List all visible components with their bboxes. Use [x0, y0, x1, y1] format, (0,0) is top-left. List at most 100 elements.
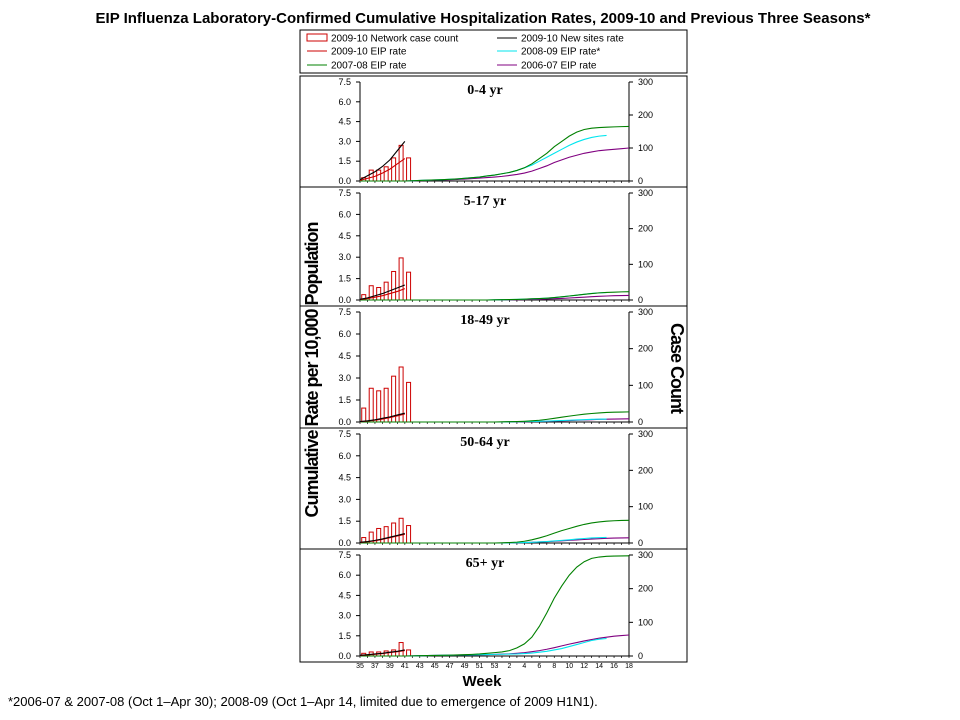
y-tick-label-left: 7.5 [338, 77, 351, 87]
y-tick-label-left: 4.5 [338, 473, 351, 483]
case-count-bar [391, 649, 397, 657]
y-tick-label-left: 1.5 [338, 274, 351, 284]
x-tick-label: 35 [356, 663, 364, 670]
x-tick-label: 37 [371, 663, 379, 670]
x-tick-label: 2 [507, 663, 511, 670]
y-tick-label-left: 6.0 [338, 570, 351, 580]
series-new-sites [359, 412, 405, 423]
legend-label: 2008-09 EIP rate* [521, 47, 600, 58]
legend-swatch-bar [306, 33, 328, 42]
y-tick-label-left: 4.5 [338, 117, 351, 127]
y-tick-label-left: 7.5 [338, 429, 351, 439]
y-tick-label-right: 0 [638, 651, 643, 661]
case-count-bar [406, 525, 412, 544]
y-tick-label-right: 300 [638, 429, 653, 439]
x-tick-label: 10 [565, 663, 573, 670]
panel-title: 5-17 yr [464, 194, 506, 209]
y-tick-label-right: 200 [638, 224, 653, 234]
x-tick-label: 39 [386, 663, 394, 670]
y-tick-label-left: 0.0 [338, 538, 351, 548]
footnote: *2006-07 & 2007-08 (Oct 1–Apr 30); 2008-… [8, 694, 598, 709]
y-axis-right-label: Case Count [667, 323, 687, 414]
case-count-bar [398, 144, 404, 182]
panels: 0.0 1.5 3.0 4.5 6.0 7.5 0 100 200 300 0-4 yr 0.0 1.5… [299, 75, 688, 663]
y-tick-label-right: 100 [638, 617, 653, 627]
series-eip-2009-10 [359, 158, 406, 181]
y-tick-label-right: 0 [638, 295, 643, 305]
case-count-bar [406, 649, 412, 657]
y-tick-label-left: 6.0 [338, 451, 351, 461]
case-count-bar [383, 166, 389, 182]
series-eip-2007-08 [360, 291, 630, 301]
case-count-bar [391, 270, 397, 301]
legend: 2009-10 Network case count 2009-10 New si… [299, 29, 688, 74]
chart-title: EIP Influenza Laboratory-Confirmed Cumul… [96, 10, 871, 27]
y-tick-label-left: 1.5 [338, 395, 351, 405]
series-eip-2008-09 [360, 134, 607, 182]
x-tick-label: 43 [416, 663, 424, 670]
x-tick-label: 53 [491, 663, 499, 670]
x-axis-label: Week [463, 673, 503, 690]
y-tick-label-right: 0 [638, 417, 643, 427]
panel-65-yr: 0.0 1.5 3.0 4.5 6.0 7.5 0 100 200 300 65+ yr [299, 548, 688, 663]
series-eip-2007-08 [360, 519, 630, 544]
case-count-bar [368, 169, 374, 182]
x-tick-label: 6 [537, 663, 541, 670]
case-count-bar [376, 390, 382, 423]
legend-frame [299, 29, 688, 74]
y-tick-label-left: 6.0 [338, 209, 351, 219]
case-count-bar [406, 271, 412, 301]
y-tick-label-left: 0.0 [338, 651, 351, 661]
legend-label: 2007-08 EIP rate [331, 61, 407, 72]
case-count-bar [391, 522, 397, 544]
x-tick-label: 45 [431, 663, 439, 670]
y-tick-label-left: 4.5 [338, 231, 351, 241]
y-tick-label-right: 300 [638, 550, 653, 560]
y-tick-label-right: 0 [638, 538, 643, 548]
case-count-bar [398, 517, 404, 544]
series-eip-2009-10 [359, 288, 406, 301]
x-tick-label: 14 [595, 663, 603, 670]
series-new-sites [359, 649, 405, 656]
y-tick-label-right: 200 [638, 584, 653, 594]
legend-label: 2006-07 EIP rate [521, 61, 597, 72]
legend-label: 2009-10 Network case count [331, 34, 459, 45]
case-count-bar [406, 381, 412, 423]
y-tick-label-right: 300 [638, 188, 653, 198]
case-count-bar [368, 387, 374, 423]
panel-title: 50-64 yr [460, 435, 509, 450]
y-tick-label-right: 0 [638, 176, 643, 186]
case-count-bar [391, 157, 397, 182]
y-tick-label-left: 4.5 [338, 590, 351, 600]
x-tick-label: 4 [522, 663, 526, 670]
y-tick-label-right: 300 [638, 77, 653, 87]
x-tick-label: 16 [610, 663, 618, 670]
y-axis-label: Cumulative Rate per 10,000 Population [302, 222, 322, 517]
x-tick-label: 49 [461, 663, 469, 670]
y-tick-label-right: 100 [638, 502, 653, 512]
x-axis-tick-labels: 35 37 39 41 43 45 47 49 51 53 2 4 6 8 10 12 14 16 18 [356, 663, 633, 670]
panel-50-64-yr: 0.0 1.5 3.0 4.5 6.0 7.5 0 100 200 300 50-64 yr [299, 427, 688, 550]
y-tick-label-left: 7.5 [338, 550, 351, 560]
series-eip-2007-08 [360, 125, 630, 182]
x-tick-label: 47 [446, 663, 454, 670]
case-count-bar [383, 526, 389, 544]
y-tick-label-left: 3.0 [338, 252, 351, 262]
y-tick-label-left: 6.0 [338, 97, 351, 107]
y-tick-label-left: 4.5 [338, 351, 351, 361]
y-tick-label-left: 0.0 [338, 176, 351, 186]
legend-items: 2009-10 Network case count 2009-10 New si… [306, 33, 624, 72]
x-tick-label: 51 [476, 663, 484, 670]
series-new-sites [359, 141, 406, 181]
panel-title: 18-49 yr [460, 313, 509, 328]
series-new-sites [359, 533, 405, 543]
legend-label: 2009-10 New sites rate [521, 34, 624, 45]
y-tick-label-right: 100 [638, 143, 653, 153]
series-eip-2007-08 [360, 555, 630, 657]
y-tick-label-left: 7.5 [338, 188, 351, 198]
legend-label: 2009-10 EIP rate [331, 47, 407, 58]
panel-title: 0-4 yr [467, 83, 502, 98]
case-count-bar [406, 157, 412, 182]
y-tick-label-left: 3.0 [338, 373, 351, 383]
